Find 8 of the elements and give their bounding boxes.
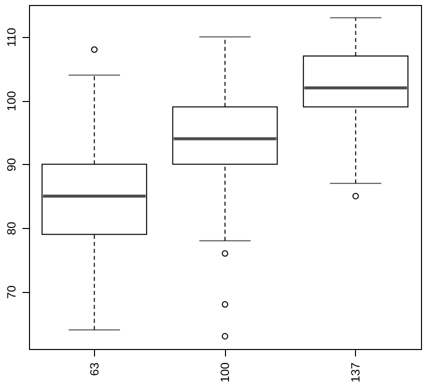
y-tick-label: 80 — [4, 221, 18, 236]
x-tick-label: 100 — [218, 362, 232, 383]
x-tick-label: 137 — [348, 362, 363, 383]
x-tick-label: 63 — [87, 362, 102, 376]
y-tick-label: 70 — [4, 285, 18, 299]
y-tick-label: 90 — [4, 158, 18, 172]
y-tick-label: 110 — [4, 27, 18, 47]
y-tick-label: 100 — [4, 90, 18, 112]
